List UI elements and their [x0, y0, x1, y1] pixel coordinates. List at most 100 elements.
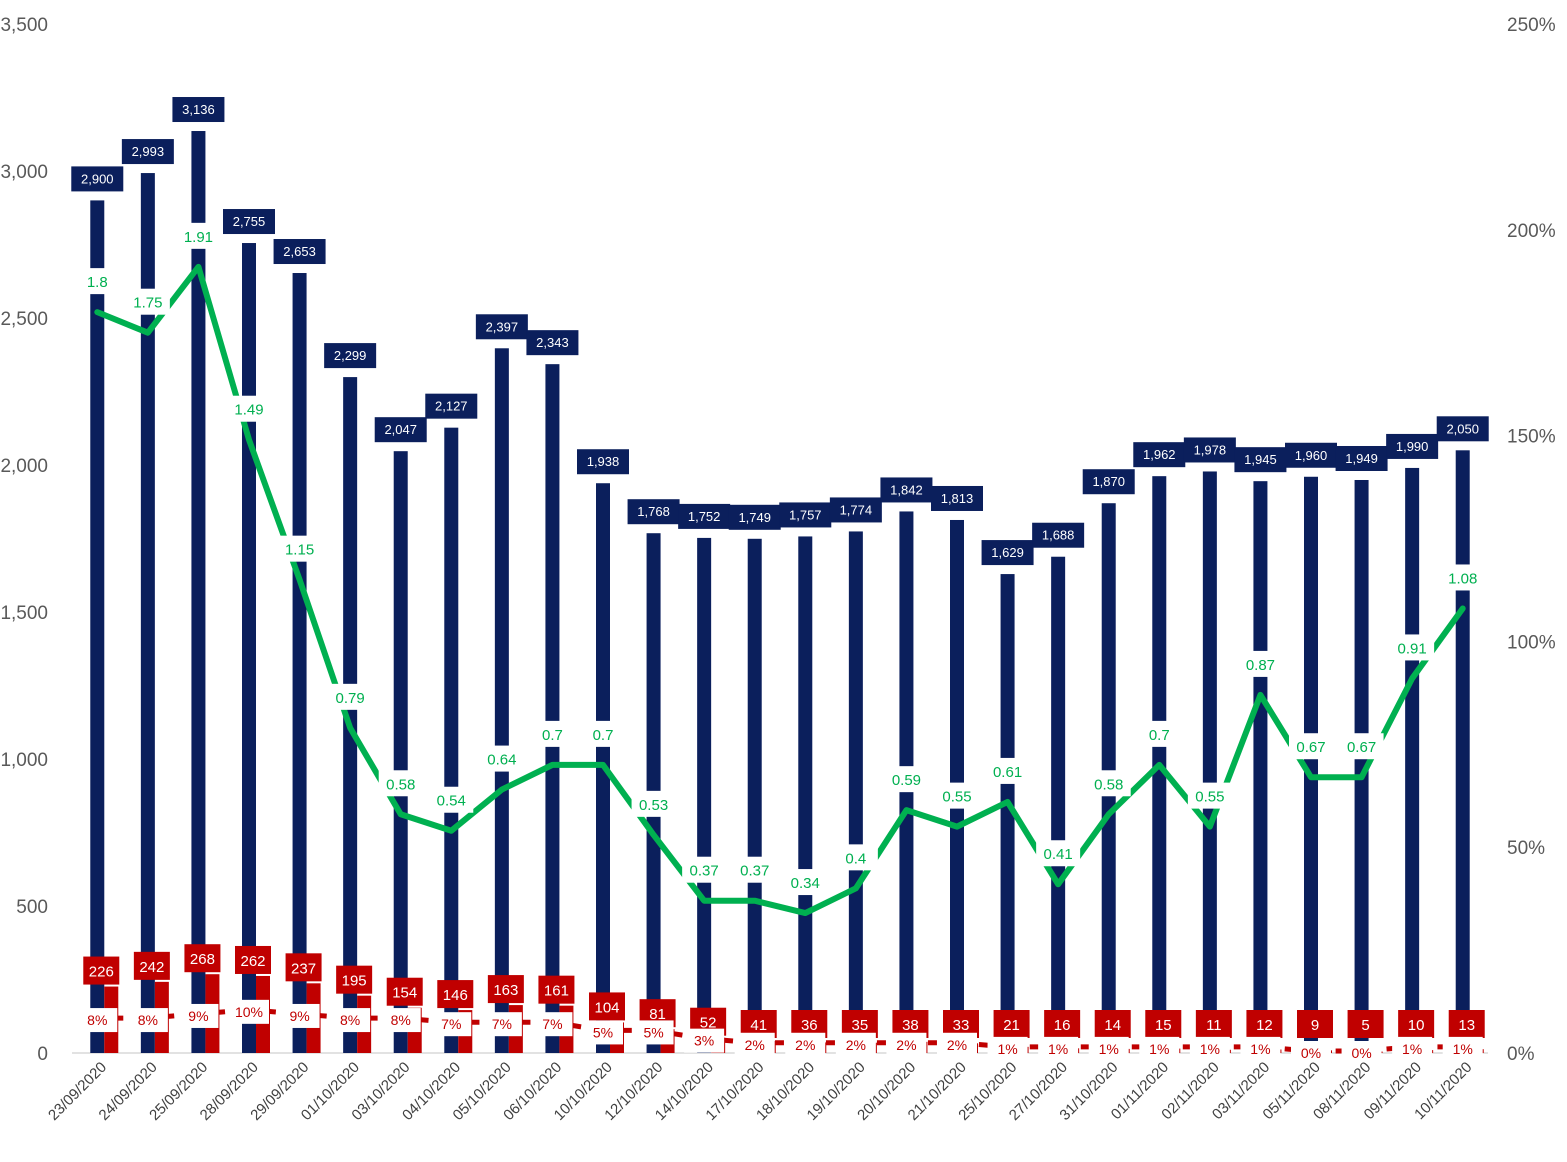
percent-data-label: 2%: [795, 1037, 815, 1053]
bar-total: [1051, 556, 1066, 1053]
total-label-box: [374, 417, 427, 443]
ratio-data-label: 0.61: [993, 764, 1022, 781]
percent-data-label: 10%: [235, 1004, 263, 1020]
subset-label-box: [1448, 1010, 1485, 1038]
subset-label-box: [1145, 1010, 1182, 1038]
percent-label-box: [77, 1008, 118, 1033]
ratio-label-box: [1339, 733, 1384, 760]
ratio-label-box: [631, 790, 676, 817]
subset-data-label: 21: [1003, 1017, 1020, 1034]
total-data-label: 1,938: [587, 454, 620, 469]
ratio-label-box: [227, 395, 271, 422]
percent-data-label: 2%: [896, 1037, 916, 1053]
ratio-data-label: 0.4: [845, 850, 866, 867]
ratio-data-label: 0.58: [1094, 776, 1123, 793]
bar-total: [1405, 467, 1420, 1053]
bar-total: [1000, 574, 1015, 1053]
total-data-label: 1,870: [1092, 474, 1125, 489]
percent-label-box: [835, 1032, 876, 1057]
left-axis-tick: 1,000: [0, 750, 48, 771]
left-axis-tick: 1,500: [0, 603, 48, 624]
total-label-box: [880, 477, 933, 503]
total-label-box: [324, 343, 377, 369]
total-label-box: [627, 499, 680, 525]
percent-label-box: [178, 1003, 219, 1028]
subset-label-box: [285, 953, 322, 982]
total-label-box: [1234, 447, 1287, 473]
ratio-label-box: [1440, 564, 1485, 591]
percent-line: [97, 1007, 1463, 1054]
ratio-label-box: [581, 720, 625, 747]
ratio-label-box: [1390, 634, 1435, 661]
percent-label-box: [330, 1008, 371, 1033]
ratio-data-label: 0.87: [1246, 657, 1275, 674]
bar-total: [90, 200, 105, 1053]
ratio-data-label: 1.91: [184, 229, 213, 246]
percent-label-box: [1442, 1036, 1483, 1061]
ratio-label-box: [75, 268, 120, 295]
percent-label-box: [1291, 1041, 1331, 1065]
bar-total: [140, 173, 155, 1054]
ratio-label-box: [530, 720, 575, 747]
total-label-box: [678, 503, 731, 529]
subset-data-label: 262: [240, 953, 265, 970]
total-data-label: 1,688: [1042, 528, 1075, 543]
bar-total: [1304, 476, 1318, 1053]
total-data-label: 1,990: [1396, 439, 1429, 454]
percent-label-box: [127, 1008, 168, 1033]
percent-label-box: [1341, 1041, 1382, 1065]
percent-label-box: [684, 1028, 725, 1053]
percent-label-box: [987, 1036, 1028, 1061]
percent-label-box: [481, 1012, 522, 1037]
total-data-label: 1,774: [840, 502, 873, 517]
percent-data-label: 2%: [846, 1037, 866, 1053]
total-data-label: 2,050: [1446, 421, 1479, 436]
total-data-label: 1,629: [991, 545, 1024, 560]
percent-data-label: 1%: [997, 1041, 1017, 1057]
bar-total: [1354, 479, 1369, 1053]
percent-label-box: [583, 1020, 623, 1045]
total-data-label: 1,978: [1194, 442, 1227, 457]
subset-label-box: [1297, 1010, 1333, 1038]
subset-data-label: 10: [1408, 1017, 1425, 1034]
total-label-box: [931, 485, 983, 511]
percent-data-label: 9%: [188, 1008, 208, 1024]
ratio-label-box: [884, 766, 929, 793]
subset-data-label: 268: [190, 951, 215, 968]
percent-label-box: [1392, 1036, 1433, 1061]
subset-label-box: [437, 980, 474, 1009]
percent-data-label: 8%: [138, 1012, 158, 1028]
ratio-label-box: [125, 288, 170, 315]
ratio-data-label: 0.55: [942, 789, 971, 806]
percent-data-label: 5%: [643, 1024, 663, 1040]
percent-label-box: [1240, 1036, 1281, 1061]
subset-label-box: [538, 975, 575, 1004]
total-label-box: [577, 449, 629, 475]
percent-label-box: [1139, 1036, 1180, 1061]
percent-data-label: 1%: [1048, 1041, 1068, 1057]
ratio-data-label: 0.91: [1398, 640, 1427, 657]
bar-total: [343, 377, 358, 1053]
ratio-label-box: [682, 856, 727, 883]
percent-data-label: 3%: [694, 1033, 714, 1049]
total-data-label: 2,299: [334, 348, 367, 363]
total-data-label: 1,752: [688, 509, 721, 524]
subset-data-label: 13: [1458, 1017, 1475, 1034]
left-axis-tick: 3,500: [0, 15, 48, 36]
total-data-label: 2,397: [486, 319, 519, 334]
bar-total: [191, 131, 206, 1054]
percent-data-label: 0%: [1351, 1045, 1371, 1061]
ratio-data-label: 0.58: [386, 776, 415, 793]
percent-label-box: [886, 1032, 927, 1057]
subset-data-label: 5: [1361, 1017, 1369, 1034]
ratio-data-label: 0.55: [1195, 789, 1224, 806]
total-data-label: 1,757: [789, 507, 822, 522]
subset-data-label: 14: [1104, 1017, 1121, 1034]
total-data-label: 1,768: [637, 504, 670, 519]
total-label-box: [981, 540, 1034, 566]
bar-total: [1253, 481, 1268, 1053]
percent-data-label: 1%: [1250, 1041, 1270, 1057]
total-label-box: [1285, 442, 1337, 468]
ratio-data-label: 1.75: [133, 295, 162, 312]
